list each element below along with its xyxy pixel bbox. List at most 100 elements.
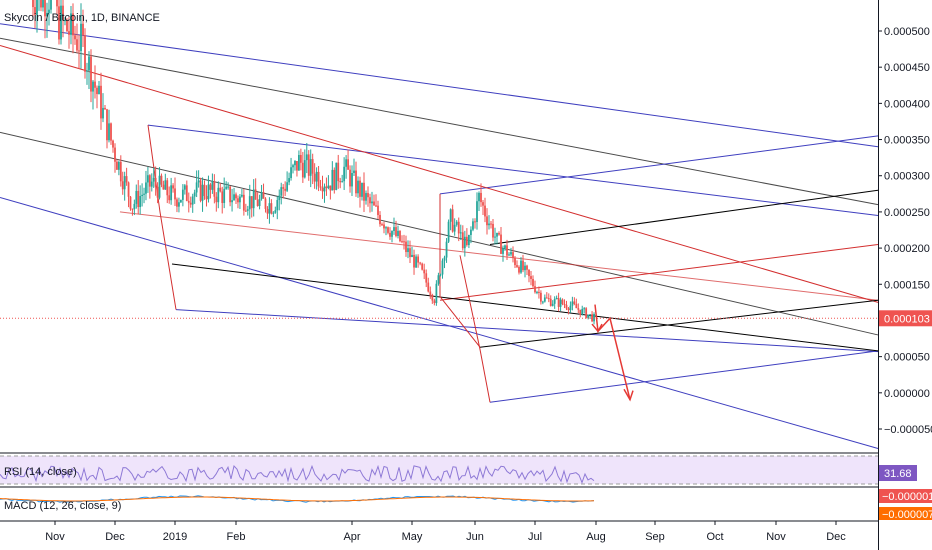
candle-body: [102, 107, 104, 119]
candle-body: [593, 313, 595, 322]
candle-body: [288, 178, 290, 183]
candle-body: [457, 221, 460, 234]
candle-body: [108, 123, 110, 141]
candle-body: [227, 186, 230, 188]
candle-body: [329, 185, 332, 191]
channel-line[interactable]: [147, 124, 879, 217]
candle-body: [417, 256, 419, 263]
candle-body: [282, 187, 285, 189]
candle-body: [409, 248, 411, 258]
main-pane[interactable]: Skycoin / Bitcoin, 1D, BINANCE: [0, 0, 879, 453]
candle-body: [104, 107, 106, 110]
y-tick-label: −0.000050: [884, 424, 932, 436]
candle-body: [387, 227, 389, 233]
y-tick-label: 0.000400: [884, 98, 930, 110]
candle-body: [117, 161, 120, 170]
candle-body: [441, 260, 444, 275]
channel-line[interactable]: [439, 243, 879, 301]
candle-body: [315, 171, 318, 182]
macd-pane[interactable]: MACD (12, 26, close, 9): [0, 495, 595, 512]
candle-body: [231, 200, 233, 203]
projection-path[interactable]: [147, 125, 177, 310]
candle-body: [139, 196, 142, 208]
candlestick-series: [32, 0, 595, 325]
candle-body: [131, 208, 134, 210]
candle-body: [191, 196, 194, 205]
candle-body: [305, 154, 308, 161]
price-scale[interactable]: 0.000500 0.000450 0.000400 0.000350 0.000300…: [878, 0, 932, 550]
candle-body: [581, 308, 584, 315]
rsi-value-tag: 31.68: [879, 465, 917, 481]
time-scale[interactable]: Nov Dec 2019 Feb Apr May Jun Jul Aug Sep Oct Nov Dec: [45, 521, 846, 543]
channel-line[interactable]: [171, 263, 879, 352]
y-tick-label: 0.000000: [884, 388, 930, 400]
candle-body: [286, 182, 289, 191]
candle-body: [298, 155, 300, 171]
trend-drawings[interactable]: [0, 23, 879, 450]
candle-body: [421, 263, 424, 270]
candle-body: [150, 181, 153, 187]
candle-body: [96, 87, 98, 95]
candle-body: [215, 196, 218, 203]
candle-body: [327, 185, 330, 189]
candle-body: [407, 248, 409, 253]
channel-line[interactable]: [0, 23, 879, 148]
channel-line[interactable]: [489, 350, 879, 403]
channel-line[interactable]: [175, 309, 879, 353]
channel-line[interactable]: [119, 211, 879, 301]
candle-body: [351, 173, 353, 187]
candle-body: [573, 301, 576, 304]
channel-line[interactable]: [489, 189, 879, 245]
candle-body: [252, 189, 255, 209]
rsi-band: [0, 456, 878, 484]
candle-body: [411, 254, 413, 258]
candle-body: [205, 196, 208, 200]
candle-body: [168, 195, 171, 201]
candle-body: [585, 308, 588, 318]
channel-line[interactable]: [0, 44, 879, 303]
forecast-arrow[interactable]: [594, 304, 631, 400]
projection-path[interactable]: [439, 193, 481, 348]
candle-body: [480, 192, 482, 203]
projection-path[interactable]: [459, 255, 491, 403]
candle-body: [555, 297, 558, 300]
candle-body: [534, 286, 536, 293]
candle-body: [528, 269, 530, 277]
macd-value-tag: −0.000001: [879, 489, 932, 503]
candle-body: [58, 6, 60, 40]
candle-body: [365, 193, 367, 201]
channel-line[interactable]: [479, 299, 879, 348]
candle-body: [211, 181, 214, 190]
candle-body: [405, 241, 407, 253]
candle-body: [74, 35, 76, 40]
channel-line[interactable]: [0, 37, 879, 206]
candle-body: [294, 160, 296, 166]
candle-body: [229, 186, 231, 203]
candle-body: [88, 56, 90, 71]
candle-body: [50, 0, 52, 10]
candle-body: [127, 182, 130, 197]
candle-body: [270, 203, 273, 214]
channel-line[interactable]: [0, 196, 879, 450]
rsi-pane[interactable]: RSI (14, close): [0, 455, 878, 485]
candle-body: [166, 180, 169, 196]
candle-body: [474, 221, 476, 223]
candle-body: [520, 260, 522, 273]
candle-body: [343, 166, 346, 182]
candle-body: [373, 201, 375, 206]
candle-body: [189, 202, 192, 205]
candle-body: [498, 232, 500, 235]
candle-body: [561, 299, 564, 305]
candle-body: [557, 297, 560, 307]
channel-line[interactable]: [0, 131, 879, 336]
candle-body: [547, 298, 550, 300]
candle-body: [70, 13, 72, 35]
candle-body: [221, 191, 224, 203]
channel-line[interactable]: [439, 135, 879, 195]
candle-body: [135, 190, 138, 204]
candle-body: [538, 291, 540, 293]
candle-body: [549, 298, 552, 306]
candle-body: [219, 187, 222, 192]
candle-body: [72, 13, 74, 36]
